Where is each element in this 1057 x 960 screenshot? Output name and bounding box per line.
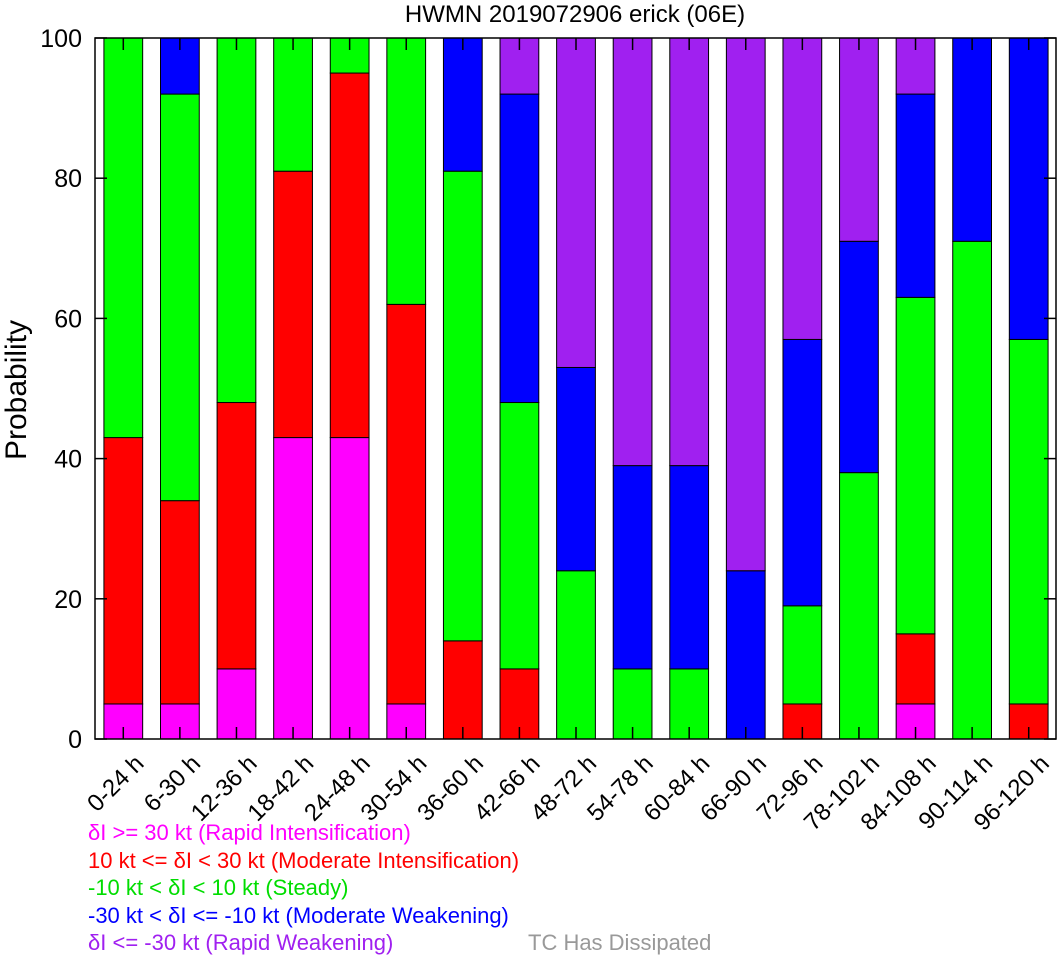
bar-segment-18-42h-series0 (273, 437, 313, 740)
bar-segment-42-66h-series3 (499, 93, 540, 404)
bar-segment-72-96h-series4 (782, 37, 823, 340)
bar-segment-66-90h-series3 (725, 570, 766, 740)
y-tick-label: 40 (54, 446, 82, 474)
legend-entry-moderate-weakening: -30 kt < δI <= -10 kt (Moderate Weakenin… (88, 903, 509, 928)
bar-segment-84-108h-series1 (895, 633, 936, 705)
y-tick-label: 20 (54, 586, 82, 614)
bar-segment-90-114h-series2 (952, 240, 992, 740)
bar-segment-48-72h-series3 (556, 366, 596, 572)
y-axis-label: Probability (0, 320, 33, 460)
bar-segment-42-66h-series2 (499, 402, 540, 670)
bar-segment-24-48h-series1 (329, 72, 370, 439)
bar-segment-72-96h-series2 (782, 605, 823, 705)
bar-segment-96-120h-series3 (1008, 37, 1049, 340)
bar-segment-24-48h-series2 (329, 37, 370, 74)
bar-segment-30-54h-series2 (386, 37, 427, 305)
bar-segment-0-24h-series1 (103, 437, 144, 705)
bar-segment-72-96h-series3 (782, 338, 823, 607)
bar-segment-90-114h-series3 (952, 37, 992, 242)
bar-segment-54-78h-series4 (612, 37, 653, 467)
x-tick-label: 0-24 h (82, 750, 149, 817)
bar-segment-0-24h-series2 (103, 37, 144, 439)
bar-segment-66-90h-series4 (725, 37, 766, 572)
bar-segment-6-30h-series1 (160, 500, 200, 705)
bar-segment-96-120h-series2 (1008, 338, 1049, 705)
legend-entry-dissipated: TC Has Dissipated (528, 930, 712, 955)
bar-segment-54-78h-series3 (612, 465, 653, 670)
bar-segment-36-60h-series3 (442, 37, 483, 172)
chart-title: HWMN 2019072906 erick (06E) (405, 1, 745, 28)
bar-segment-30-54h-series1 (386, 303, 427, 705)
axes-group: 0 20 40 60 80 100 (40, 25, 1057, 754)
bar-segment-84-108h-series2 (895, 296, 936, 635)
y-tick-label: 80 (54, 165, 82, 193)
bar-segment-78-102h-series3 (839, 240, 879, 474)
bar-segment-60-84h-series3 (669, 465, 710, 670)
bar-segment-60-84h-series4 (669, 37, 710, 467)
bar-segment-36-60h-series2 (442, 170, 483, 642)
bar-segment-6-30h-series2 (160, 93, 200, 502)
y-tick-label: 0 (68, 726, 82, 754)
bar-segment-12-36h-series2 (216, 37, 257, 404)
bar-segment-12-36h-series1 (216, 402, 257, 670)
bar-segment-48-72h-series4 (556, 37, 596, 368)
bar-segment-84-108h-series3 (895, 93, 936, 298)
legend-entry-rapid-intensification: δI >= 30 kt (Rapid Intensification) (88, 820, 411, 845)
bar-segment-18-42h-series2 (273, 37, 313, 172)
legend-entry-steady: -10 kt < δI < 10 kt (Steady) (88, 875, 349, 900)
y-tick-label: 100 (40, 25, 82, 53)
y-tick-label: 60 (54, 305, 82, 333)
bars-group (103, 37, 1049, 740)
bar-segment-36-60h-series1 (442, 640, 483, 740)
bar-segment-48-72h-series2 (556, 570, 596, 740)
legend-entry-moderate-intensification: 10 kt <= δI < 30 kt (Moderate Intensific… (88, 848, 520, 873)
bar-segment-84-108h-series4 (895, 37, 936, 95)
bar-segment-24-48h-series0 (329, 437, 370, 740)
legend-entry-rapid-weakening: δI <= -30 kt (Rapid Weakening) (88, 930, 394, 955)
bar-segment-78-102h-series4 (839, 37, 879, 242)
bar-segment-78-102h-series2 (839, 472, 879, 740)
bar-segment-18-42h-series1 (273, 170, 313, 439)
